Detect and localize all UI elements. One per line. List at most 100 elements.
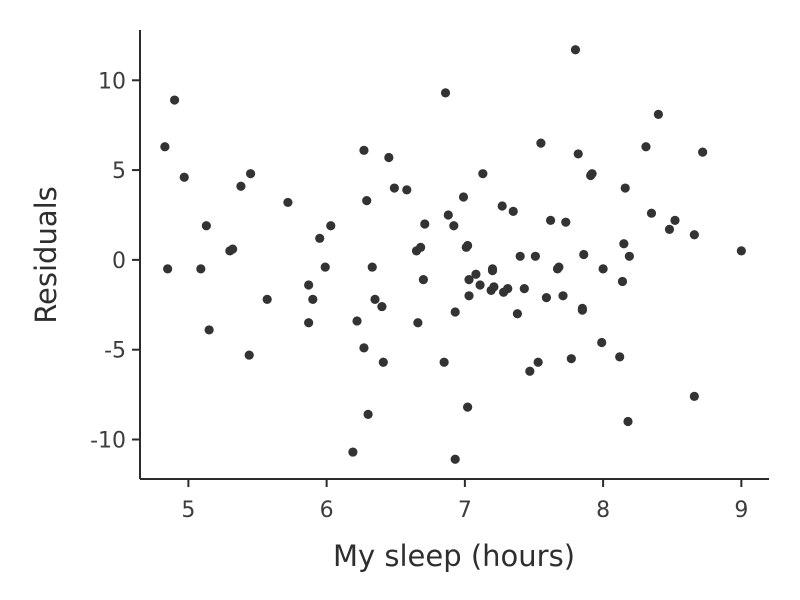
data-points	[160, 45, 746, 464]
data-point	[464, 291, 474, 301]
data-point	[367, 262, 377, 272]
x-tick-label: 9	[734, 498, 748, 523]
y-axis-title: Residuals	[29, 186, 63, 324]
data-point	[464, 275, 474, 285]
data-point	[283, 197, 293, 208]
data-point	[512, 309, 523, 319]
data-point	[440, 88, 451, 98]
data-point	[475, 280, 485, 290]
data-point	[698, 147, 708, 157]
data-point	[359, 343, 369, 353]
data-point	[587, 169, 597, 179]
data-point	[554, 262, 564, 272]
data-point	[653, 109, 664, 120]
data-point	[525, 366, 535, 376]
axes	[139, 30, 769, 480]
data-point	[304, 318, 314, 328]
data-point	[450, 307, 460, 317]
data-point	[245, 169, 256, 179]
data-point	[196, 264, 206, 274]
x-tick-label: 5	[181, 498, 195, 523]
data-point	[389, 183, 399, 193]
data-point	[163, 264, 173, 274]
data-point	[579, 249, 589, 260]
data-point	[597, 337, 607, 348]
data-point	[228, 244, 238, 254]
data-point	[515, 251, 525, 261]
data-point	[489, 282, 499, 292]
data-point	[204, 325, 214, 335]
y-tick-label: 5	[112, 159, 126, 184]
data-point	[570, 45, 581, 55]
y-tick-label: -10	[90, 428, 126, 453]
y-tick-label: 0	[112, 249, 126, 274]
data-point	[536, 138, 546, 148]
data-point	[370, 294, 380, 304]
data-point	[244, 350, 254, 360]
data-point	[545, 215, 556, 225]
data-point	[577, 303, 587, 313]
data-point	[615, 352, 625, 362]
data-point	[623, 416, 633, 427]
data-point	[326, 221, 336, 231]
data-point	[458, 192, 469, 202]
data-point	[624, 251, 634, 261]
data-point	[201, 221, 211, 231]
data-point	[620, 183, 630, 193]
data-point	[362, 196, 372, 206]
data-point	[315, 233, 325, 243]
data-point	[179, 172, 189, 182]
data-point	[558, 291, 568, 301]
data-point	[463, 402, 473, 412]
data-point	[561, 217, 571, 227]
data-point	[420, 219, 430, 229]
data-point	[664, 224, 675, 234]
data-point	[304, 280, 314, 290]
data-point	[736, 246, 746, 256]
data-point	[377, 301, 387, 312]
x-ticks: 5 6 7 8 9	[181, 479, 748, 523]
data-point	[689, 391, 699, 401]
data-point	[573, 149, 583, 159]
x-tick-label: 7	[458, 498, 472, 523]
data-point	[533, 357, 543, 367]
data-point	[443, 210, 453, 220]
data-point	[348, 447, 358, 457]
data-point	[530, 251, 540, 261]
data-point	[566, 354, 576, 364]
data-point	[308, 294, 318, 304]
y-tick-label: -5	[104, 339, 126, 364]
data-point	[508, 206, 518, 216]
data-point	[449, 221, 459, 231]
data-point	[519, 284, 529, 294]
data-point	[450, 454, 460, 464]
data-point	[359, 145, 369, 155]
data-point	[598, 264, 608, 274]
x-tick-label: 8	[596, 498, 610, 523]
data-point	[416, 242, 426, 252]
data-point	[439, 357, 449, 367]
data-point	[160, 142, 170, 152]
data-point	[413, 318, 423, 328]
y-tick-label: 10	[98, 69, 126, 94]
data-point	[503, 284, 513, 294]
data-point	[352, 316, 362, 326]
data-point	[670, 215, 680, 225]
data-point	[463, 240, 473, 251]
data-point	[402, 185, 412, 195]
data-point	[169, 95, 180, 105]
data-point	[378, 357, 388, 367]
data-point	[471, 269, 481, 279]
data-point	[384, 152, 394, 163]
x-tick-label: 6	[320, 498, 334, 523]
data-point	[497, 201, 507, 211]
data-point	[487, 264, 498, 274]
data-point	[689, 230, 699, 240]
data-point	[541, 293, 552, 303]
data-point	[646, 208, 657, 218]
data-point	[619, 239, 629, 249]
data-point	[262, 294, 272, 304]
data-point	[363, 409, 373, 419]
data-point	[320, 262, 330, 272]
